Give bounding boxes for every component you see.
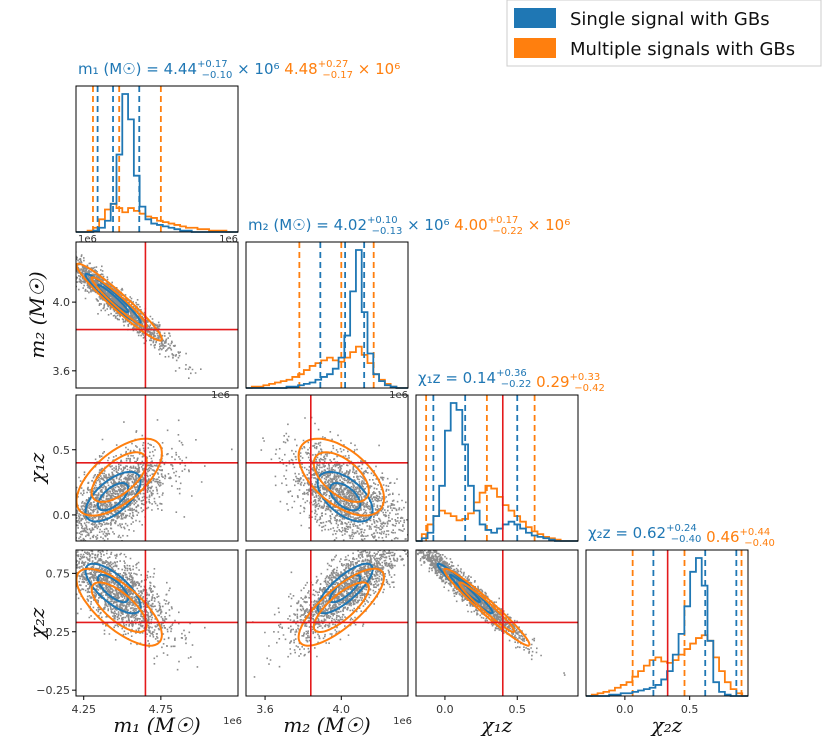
xtick-label-m1: 4.75 — [149, 703, 174, 716]
ytick-label-chi2z: 0.75 — [46, 567, 71, 580]
scatter-panel-m1-chi1z — [75, 394, 239, 542]
scatter-panel-m2-chi2z — [245, 549, 409, 697]
histogram-panel-chi1z: χ₁z = 0.14+0.36 −0.22 0.29+0.33 −0.42 — [415, 368, 605, 542]
panel-frame — [415, 549, 579, 697]
xtick-label-m1: 4.25 — [71, 703, 96, 716]
panel-frame — [75, 549, 239, 697]
panel-frame — [75, 85, 239, 233]
ylabel-chi1z: χ₁z — [25, 452, 49, 485]
panel-frame — [245, 241, 409, 389]
xtick-label-m2: 4.0 — [333, 703, 351, 716]
histogram-panel-chi2z: χ₂z = 0.62+0.24 −0.40 0.46+0.44 −0.40 — [585, 523, 775, 697]
xlabel-chi2z: χ₂z — [650, 713, 683, 737]
contour-single-1 — [84, 272, 142, 325]
hist-exp-m1: 1e6 — [78, 234, 97, 245]
hist-multi-m1 — [76, 202, 238, 233]
hist-exp-m2: 1e6 — [389, 390, 408, 401]
panel-frame — [75, 394, 239, 542]
hist-single-chi1z — [416, 402, 578, 542]
hist-single-m2 — [246, 249, 408, 389]
xtick-label-chi2z: 0.5 — [681, 703, 699, 716]
panel-bg — [76, 242, 238, 388]
xexp-m2: 1e6 — [211, 390, 230, 401]
scatter-content — [76, 242, 238, 388]
title-m1: m₁ (M☉) = 4.44+0.17 −0.10 × 10⁶ 4.48+0.27… — [78, 59, 400, 81]
xlabel-m1: m₁ (M☉) — [113, 713, 200, 737]
posterior-samples — [76, 419, 233, 541]
panel-frame — [245, 549, 409, 697]
ylabel-chi2z: χ₂z — [25, 607, 49, 640]
posterior-samples — [260, 416, 408, 541]
title-chi1z: χ₁z = 0.14+0.36 −0.22 0.29+0.33 −0.42 — [418, 368, 605, 394]
legend: Single signal with GBs Multiple signals … — [506, 0, 822, 67]
ytick-label-chi1z: 0.5 — [53, 444, 71, 457]
contour-multi-0 — [90, 581, 148, 634]
legend-box — [506, 0, 822, 67]
hist-single-chi2z — [586, 557, 748, 697]
xtick-label-chi2z: 0.0 — [616, 703, 634, 716]
contour-single-0 — [329, 481, 362, 512]
panel-bg — [76, 86, 238, 232]
scatter-content — [416, 550, 578, 696]
contour-single-0 — [96, 481, 130, 512]
contour-multi-0 — [312, 581, 370, 633]
panel-frame — [245, 394, 409, 542]
legend-label-multi: Multiple signals with GBs — [570, 39, 795, 60]
contour-multi-1 — [76, 567, 163, 647]
ylabel-m2: m₂ (M☉) — [25, 271, 49, 358]
contour-single-1 — [316, 470, 374, 523]
xexp-bottom-m1: 1e6 — [223, 716, 242, 727]
contour-multi-1 — [76, 437, 163, 517]
scatter-panel-m1-chi2z — [75, 549, 239, 697]
ytick-label-m2: 4.0 — [53, 296, 71, 309]
scatter-panel-m1-m2 — [75, 241, 239, 389]
posterior-samples — [76, 550, 206, 671]
contour-multi-0 — [90, 451, 148, 503]
panels: m₁ (M☉) = 4.44+0.17 −0.10 × 10⁶ 4.48+0.27… — [25, 59, 775, 737]
panel-frame — [75, 241, 239, 389]
xexp-bottom-m2: 1e6 — [393, 716, 412, 727]
ytick-label-chi2z: −0.25 — [36, 684, 70, 697]
xtick-label-chi1z: 0.5 — [509, 703, 527, 716]
title-m2: m₂ (M☉) = 4.02+0.10 −0.13 × 10⁶ 4.00+0.17… — [248, 215, 570, 237]
panel-frame — [415, 394, 579, 542]
scatter-content — [246, 395, 408, 541]
ytick-label-chi2z: 0.25 — [46, 626, 71, 639]
xlabel-chi1z: χ₁z — [480, 713, 513, 737]
panel-bg — [416, 395, 578, 541]
scatter-panel-m2-chi1z — [245, 394, 409, 542]
hist-multi-chi1z — [416, 484, 578, 542]
contour-single-0 — [448, 573, 482, 604]
scatter-panel-chi1z-chi2z — [415, 549, 579, 697]
hist-exp-m1b: 1e6 — [219, 234, 238, 245]
xtick-label-chi1z: 0.0 — [436, 703, 454, 716]
panel-frame — [585, 549, 749, 697]
scatter-content — [246, 550, 408, 696]
contour-multi-1 — [297, 567, 385, 647]
title-chi2z: χ₂z = 0.62+0.24 −0.40 0.46+0.44 −0.40 — [588, 523, 775, 549]
xtick-label-m2: 3.6 — [256, 703, 274, 716]
posterior-samples — [252, 550, 408, 678]
contour-single-0 — [96, 283, 130, 314]
histogram-panel-m2: m₂ (M☉) = 4.02+0.10 −0.13 × 10⁶ 4.00+0.17… — [245, 215, 570, 389]
scatter-content — [76, 395, 238, 541]
xlabel-m2: m₂ (M☉) — [283, 713, 370, 737]
ytick-label-chi1z: 0.0 — [53, 509, 71, 522]
legend-swatch-multi — [514, 38, 556, 58]
histogram-panel-m1: m₁ (M☉) = 4.44+0.17 −0.10 × 10⁶ 4.48+0.27… — [75, 59, 400, 233]
contour-multi-0 — [90, 276, 148, 328]
scatter-content — [76, 550, 238, 696]
ytick-label-m2: 3.6 — [53, 365, 71, 378]
contour-single-0 — [96, 573, 130, 604]
legend-label-single: Single signal with GBs — [570, 9, 770, 30]
panel-bg — [246, 242, 408, 388]
legend-swatch-single — [514, 8, 556, 28]
contour-multi-0 — [312, 451, 370, 503]
contour-multi-1 — [297, 437, 386, 517]
